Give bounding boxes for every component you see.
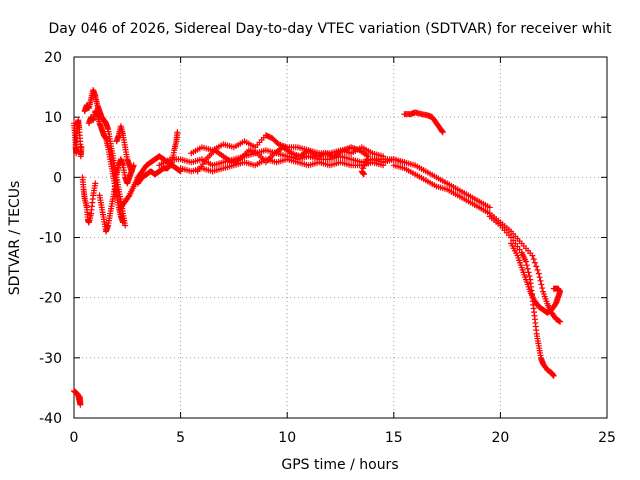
- data-point: [537, 277, 544, 284]
- marks: [71, 87, 564, 408]
- data-point: [174, 129, 181, 136]
- y-tick-label: 20: [44, 50, 62, 66]
- y-tick-label: 0: [53, 170, 62, 186]
- x-tick-label: 10: [278, 430, 296, 446]
- data-point: [539, 285, 546, 292]
- data-point: [168, 160, 175, 167]
- data-point: [522, 258, 529, 265]
- ticks: 0 5 10 15 20 25 -40 -30 -20 -10 0 10 20: [39, 50, 616, 446]
- data-point: [516, 246, 523, 253]
- data-point: [78, 144, 85, 151]
- data-point: [529, 252, 536, 259]
- data-point: [508, 234, 515, 241]
- series-late-top: [401, 109, 446, 136]
- x-tick-label: 25: [598, 430, 616, 446]
- data-point: [125, 193, 132, 200]
- data-point: [360, 171, 367, 178]
- data-point: [510, 237, 517, 244]
- data-point: [361, 162, 368, 169]
- data-point: [122, 222, 129, 229]
- data-point: [533, 263, 540, 270]
- data-point: [536, 274, 543, 281]
- y-tick-label: 10: [44, 110, 62, 126]
- series-late-band-b: [390, 162, 564, 325]
- grid: [74, 57, 607, 418]
- data-point: [524, 265, 531, 272]
- data-point: [76, 393, 83, 400]
- x-tick-label: 5: [176, 430, 185, 446]
- plot-frame: [73, 56, 608, 419]
- series-late-band: [369, 156, 493, 211]
- series-spike-3: [113, 123, 135, 175]
- series-mid-curve: [194, 144, 372, 178]
- data-point: [525, 269, 532, 276]
- series-late-band-d: [508, 240, 564, 316]
- data-point: [362, 159, 369, 166]
- x-tick-label: 15: [385, 430, 403, 446]
- x-tick-label: 20: [491, 430, 509, 446]
- data-point: [523, 262, 530, 269]
- data-point: [365, 153, 372, 160]
- data-point: [363, 156, 370, 163]
- data-point: [128, 168, 135, 175]
- series-rise-4b: [134, 129, 181, 187]
- data-point: [380, 162, 387, 169]
- y-tick-label: -30: [39, 351, 62, 367]
- series-early-tail: [96, 156, 137, 235]
- series-early-low: [71, 387, 84, 408]
- data-point: [120, 219, 127, 226]
- data-point: [439, 129, 446, 136]
- data-point: [556, 318, 563, 325]
- data-point: [557, 318, 564, 325]
- data-point: [486, 204, 493, 211]
- data-point: [550, 285, 557, 292]
- y-tick-label: -40: [39, 411, 62, 427]
- data-point: [534, 266, 541, 273]
- data-point: [514, 243, 521, 250]
- x-tick-label: 0: [70, 430, 79, 446]
- y-tick-label: -20: [39, 291, 62, 307]
- series-early-start: [71, 117, 85, 160]
- y-axis-label: SDTVAR / TECUs: [7, 181, 23, 296]
- data-point: [550, 372, 557, 379]
- series-early-dip: [79, 174, 99, 226]
- y-tick-label: -10: [39, 231, 62, 247]
- data-point: [92, 180, 99, 187]
- chart-title: Day 046 of 2026, Sidereal Day-to-day VTE…: [49, 21, 612, 37]
- x-axis-label: GPS time / hours: [281, 457, 398, 473]
- data-point: [535, 270, 542, 277]
- data-point: [526, 273, 533, 280]
- data-point: [530, 256, 537, 263]
- data-point: [531, 259, 538, 266]
- data-point: [538, 281, 545, 288]
